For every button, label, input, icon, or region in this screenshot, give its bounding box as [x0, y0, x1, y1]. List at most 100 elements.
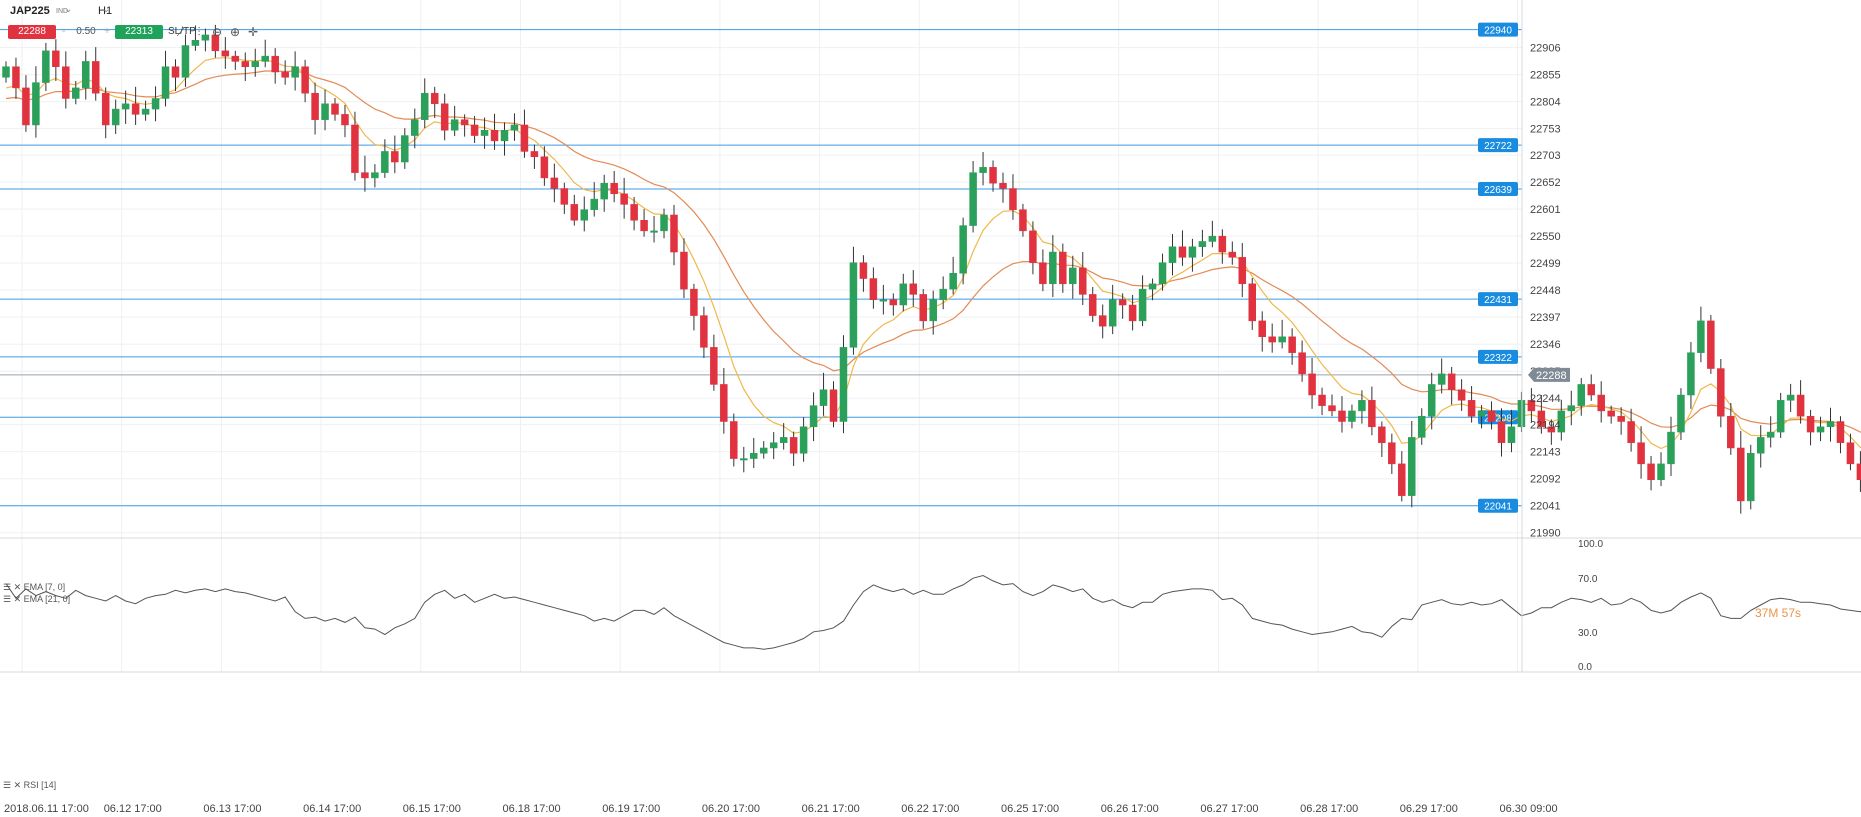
bull-candle[interactable] — [779, 423, 788, 450]
bear-candle[interactable] — [1447, 366, 1456, 405]
bear-candle[interactable] — [1836, 416, 1845, 454]
bear-candle[interactable] — [520, 109, 529, 158]
bear-candle[interactable] — [211, 24, 220, 58]
price-level-badge[interactable] — [1478, 138, 1518, 153]
bear-candle[interactable] — [610, 171, 618, 203]
bear-candle[interactable] — [131, 86, 140, 125]
bull-candle[interactable] — [141, 100, 150, 121]
price-level-badge[interactable] — [1478, 498, 1518, 513]
bull-candle[interactable] — [1049, 235, 1057, 298]
bull-candle[interactable] — [969, 160, 977, 233]
timeframe-dropdown-icon[interactable]: ⌄ — [102, 4, 111, 15]
bear-candle[interactable] — [1378, 421, 1386, 457]
ema-slow-line[interactable] — [5, 70, 1861, 434]
sell-button[interactable]: 22288 — [8, 25, 56, 39]
bear-candle[interactable] — [1228, 241, 1237, 265]
bull-candle[interactable] — [849, 246, 858, 355]
bear-candle[interactable] — [490, 113, 499, 150]
menu-icon[interactable]: ☰ — [3, 780, 12, 790]
zoom-in-icon[interactable]: ⊕ — [229, 25, 241, 39]
bear-candle[interactable] — [1288, 328, 1296, 365]
bull-candle[interactable] — [979, 151, 987, 186]
menu-icon[interactable]: ☰ — [3, 594, 12, 604]
bear-candle[interactable] — [829, 381, 838, 428]
bull-candle[interactable] — [321, 89, 329, 131]
remove-indicator-icon[interactable]: ✕ — [13, 582, 22, 592]
bear-candle[interactable] — [1547, 419, 1556, 445]
bull-candle[interactable] — [381, 139, 389, 178]
bull-candle[interactable] — [1697, 306, 1705, 363]
bear-candle[interactable] — [391, 135, 399, 174]
bear-candle[interactable] — [1328, 394, 1336, 417]
bull-candle[interactable] — [1408, 420, 1416, 508]
bull-candle[interactable] — [879, 284, 888, 315]
bear-candle[interactable] — [1607, 405, 1615, 424]
bull-candle[interactable] — [590, 182, 598, 217]
bull-candle[interactable] — [959, 217, 967, 285]
bear-candle[interactable] — [1029, 221, 1037, 275]
price-level-badge[interactable] — [1478, 22, 1518, 37]
bull-candle[interactable] — [1557, 399, 1566, 441]
bull-candle[interactable] — [580, 196, 589, 232]
bear-candle[interactable] — [361, 155, 369, 192]
bull-candle[interactable] — [371, 164, 379, 188]
bear-candle[interactable] — [700, 306, 708, 358]
bear-candle[interactable] — [52, 39, 60, 82]
bear-candle[interactable] — [1298, 340, 1306, 382]
bull-candle[interactable] — [1816, 416, 1825, 442]
bull-candle[interactable] — [819, 372, 828, 416]
bull-candle[interactable] — [450, 105, 459, 137]
bear-candle[interactable] — [171, 59, 180, 92]
bull-candle[interactable] — [1108, 284, 1117, 335]
quantity-stepper[interactable]: - 0.50 + — [60, 25, 112, 39]
bull-candle[interactable] — [1158, 253, 1167, 291]
bull-candle[interactable] — [261, 39, 269, 68]
bear-candle[interactable] — [1597, 381, 1605, 423]
bear-candle[interactable] — [1088, 287, 1097, 322]
bull-candle[interactable] — [2, 61, 10, 83]
bear-candle[interactable] — [620, 177, 628, 219]
price-level-badge[interactable] — [1478, 292, 1518, 307]
bull-candle[interactable] — [740, 446, 748, 473]
bear-candle[interactable] — [730, 413, 738, 467]
price-level-badge[interactable] — [1478, 349, 1518, 364]
bull-candle[interactable] — [181, 34, 190, 87]
bull-candle[interactable] — [1747, 444, 1755, 510]
bear-candle[interactable] — [22, 75, 30, 132]
bear-candle[interactable] — [1537, 395, 1546, 434]
bear-candle[interactable] — [680, 238, 688, 299]
ema-fast-legend[interactable]: ☰ ✕ EMA [7, 0] — [3, 582, 65, 593]
bear-candle[interactable] — [869, 267, 878, 309]
decrease-quantity-button[interactable]: - — [62, 26, 66, 37]
bear-candle[interactable] — [1059, 243, 1067, 293]
bear-candle[interactable] — [430, 86, 439, 119]
bear-candle[interactable] — [1527, 388, 1536, 423]
bull-candle[interactable] — [1148, 278, 1157, 301]
bear-candle[interactable] — [1318, 387, 1326, 416]
bear-candle[interactable] — [1856, 451, 1861, 492]
bear-candle[interactable] — [1258, 311, 1266, 352]
bear-candle[interactable] — [889, 293, 898, 316]
ema-slow-legend[interactable]: ☰ ✕ EMA [21, 0] — [3, 594, 70, 605]
price-level-badge[interactable] — [1478, 182, 1518, 197]
bull-candle[interactable] — [1168, 234, 1177, 276]
symbol-label[interactable]: JAP225 — [10, 5, 50, 17]
bear-candle[interactable] — [1009, 174, 1017, 220]
bull-candle[interactable] — [420, 78, 429, 129]
line-chart-icon[interactable]: ⟋ — [176, 25, 186, 39]
bull-candle[interactable] — [510, 113, 519, 141]
bull-candle[interactable] — [769, 432, 778, 460]
bear-candle[interactable] — [1796, 380, 1805, 424]
bull-candle[interactable] — [1667, 416, 1675, 477]
bull-candle[interactable] — [401, 128, 409, 169]
bull-candle[interactable] — [1417, 408, 1426, 445]
bear-candle[interactable] — [1587, 374, 1595, 401]
bear-candle[interactable] — [1717, 359, 1725, 428]
bull-candle[interactable] — [929, 290, 937, 335]
bear-candle[interactable] — [999, 172, 1007, 203]
bear-candle[interactable] — [241, 52, 250, 82]
bear-candle[interactable] — [789, 431, 798, 466]
bear-candle[interactable] — [1079, 252, 1087, 306]
increase-quantity-button[interactable]: + — [104, 26, 110, 37]
buy-button[interactable]: 22313 — [115, 25, 163, 39]
